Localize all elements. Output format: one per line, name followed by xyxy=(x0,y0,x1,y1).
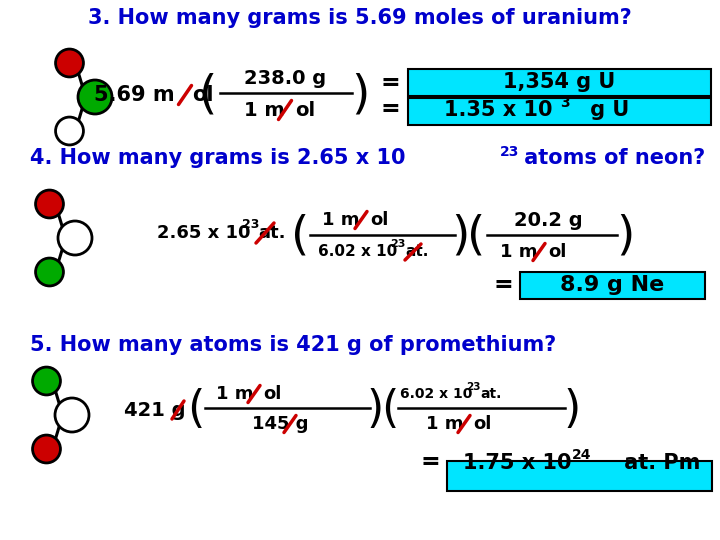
Text: 23: 23 xyxy=(242,219,259,232)
Text: 23: 23 xyxy=(466,382,480,392)
Circle shape xyxy=(32,435,60,463)
Text: g U: g U xyxy=(583,100,629,120)
Text: =: = xyxy=(420,450,440,474)
Circle shape xyxy=(35,190,63,218)
Text: 23: 23 xyxy=(390,239,405,249)
Text: =: = xyxy=(380,97,400,121)
Text: 8.9 g Ne: 8.9 g Ne xyxy=(560,275,665,295)
Text: 1 m: 1 m xyxy=(323,211,360,229)
Text: 1.35 x 10: 1.35 x 10 xyxy=(444,100,552,120)
FancyBboxPatch shape xyxy=(408,98,711,125)
Text: ): ) xyxy=(366,388,384,431)
Text: 2.65 x 10: 2.65 x 10 xyxy=(157,224,251,242)
Text: 6.02 x 10: 6.02 x 10 xyxy=(400,387,472,401)
Text: at.: at. xyxy=(405,245,428,260)
Text: (: ( xyxy=(199,72,217,118)
Text: 1 m: 1 m xyxy=(215,385,253,403)
Text: 5. How many atoms is 421 g of promethium?: 5. How many atoms is 421 g of promethium… xyxy=(30,335,557,355)
Text: 4. How many grams is 2.65 x 10: 4. How many grams is 2.65 x 10 xyxy=(30,148,405,168)
Text: ol: ol xyxy=(548,243,567,261)
Text: 20.2 g: 20.2 g xyxy=(513,211,582,229)
Circle shape xyxy=(55,398,89,432)
Text: ol: ol xyxy=(192,85,214,105)
Text: ): ) xyxy=(451,213,469,259)
Circle shape xyxy=(55,117,84,145)
Circle shape xyxy=(78,80,112,114)
Text: ol: ol xyxy=(295,100,315,119)
FancyBboxPatch shape xyxy=(520,272,705,299)
Text: 23: 23 xyxy=(500,145,519,159)
Text: ): ) xyxy=(351,72,369,118)
Text: 421 g: 421 g xyxy=(124,401,185,420)
Text: 1 m: 1 m xyxy=(500,243,538,261)
Text: ol: ol xyxy=(263,385,282,403)
Text: ol: ol xyxy=(370,211,388,229)
Text: at. Pm: at. Pm xyxy=(617,453,701,473)
FancyBboxPatch shape xyxy=(408,69,711,96)
Circle shape xyxy=(55,49,84,77)
Text: 1,354 g U: 1,354 g U xyxy=(503,72,616,92)
Text: ): ) xyxy=(563,388,580,431)
Text: atoms of neon?: atoms of neon? xyxy=(517,148,706,168)
Text: (: ( xyxy=(467,213,485,259)
Circle shape xyxy=(32,367,60,395)
Text: 1 m: 1 m xyxy=(426,415,463,433)
Text: 3. How many grams is 5.69 moles of uranium?: 3. How many grams is 5.69 moles of urani… xyxy=(88,8,632,28)
Text: 6.02 x 10: 6.02 x 10 xyxy=(318,245,397,260)
Text: ): ) xyxy=(616,213,634,259)
Text: =: = xyxy=(380,71,400,95)
Text: =: = xyxy=(493,273,513,297)
Text: (: ( xyxy=(187,388,204,431)
Text: 1.75 x 10: 1.75 x 10 xyxy=(463,453,571,473)
Text: at.: at. xyxy=(258,224,286,242)
Text: (: ( xyxy=(291,213,309,259)
Text: 24: 24 xyxy=(572,448,592,462)
FancyBboxPatch shape xyxy=(447,461,712,491)
Text: 1 m: 1 m xyxy=(244,100,285,119)
Text: at.: at. xyxy=(480,387,501,401)
Circle shape xyxy=(35,258,63,286)
Text: 238.0 g: 238.0 g xyxy=(244,70,326,89)
Text: ol: ol xyxy=(473,415,491,433)
Text: 5.69 m: 5.69 m xyxy=(94,85,175,105)
Circle shape xyxy=(58,221,92,255)
Text: 3: 3 xyxy=(560,96,570,110)
Text: (: ( xyxy=(382,388,399,431)
Text: 145 g: 145 g xyxy=(252,415,308,433)
